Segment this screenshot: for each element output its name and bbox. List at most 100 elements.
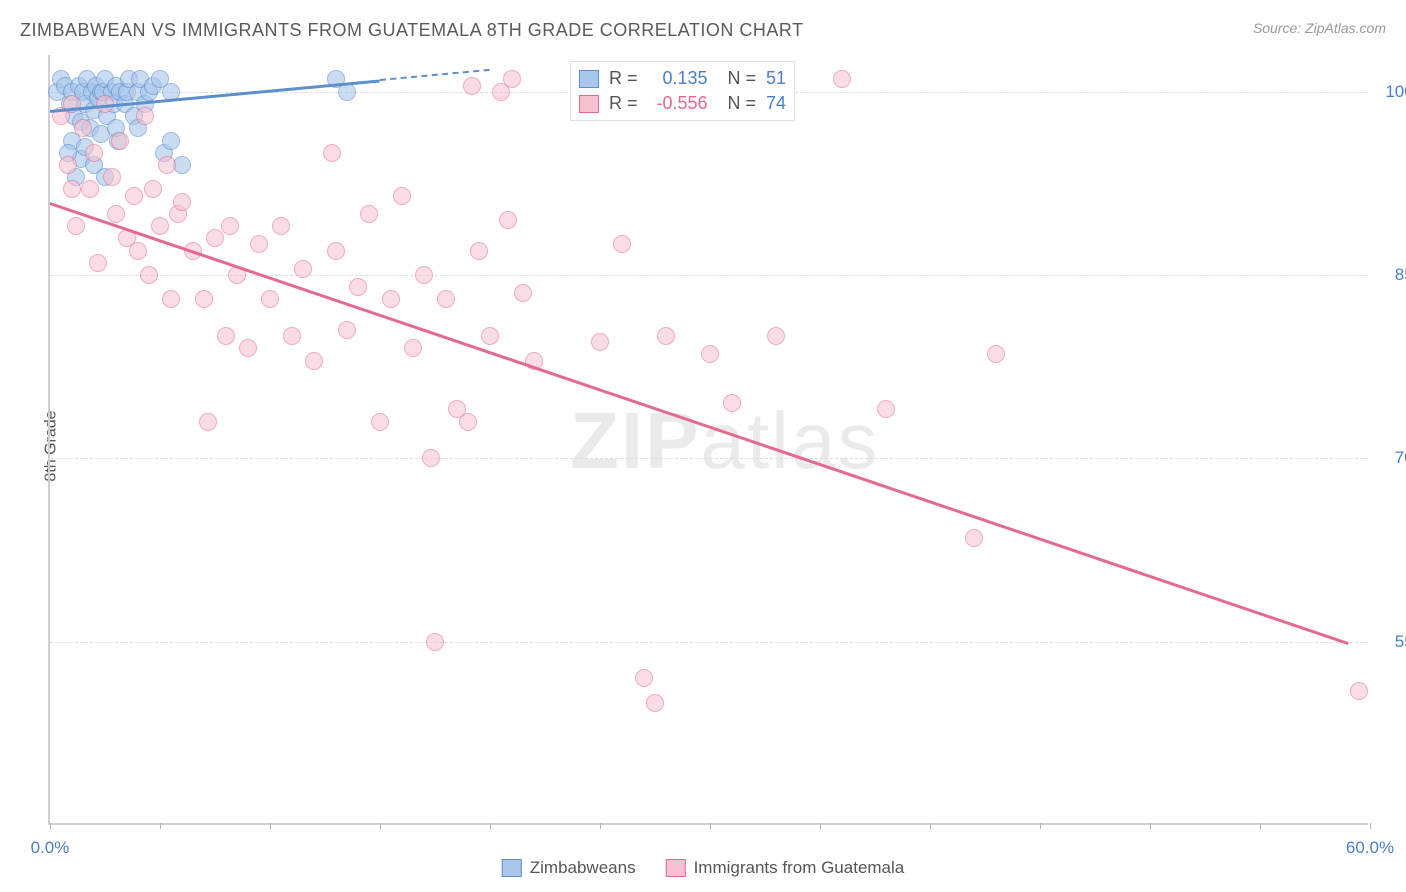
scatter-point	[107, 205, 125, 223]
scatter-plot-area: ZIPatlas 100.0%85.0%70.0%55.0%0.0%60.0%R…	[48, 55, 1368, 825]
scatter-point	[206, 229, 224, 247]
y-tick-label: 55.0%	[1395, 632, 1406, 652]
watermark-bold: ZIP	[570, 396, 700, 485]
n-value: 51	[766, 68, 786, 89]
scatter-point	[426, 633, 444, 651]
scatter-point	[140, 266, 158, 284]
x-tick-mark	[1370, 823, 1371, 829]
scatter-point	[459, 413, 477, 431]
scatter-point	[272, 217, 290, 235]
scatter-point	[463, 77, 481, 95]
scatter-point	[723, 394, 741, 412]
scatter-point	[305, 352, 323, 370]
x-tick-label: 0.0%	[31, 838, 70, 858]
scatter-point	[1350, 682, 1368, 700]
scatter-point	[404, 339, 422, 357]
scatter-point	[349, 278, 367, 296]
scatter-point	[382, 290, 400, 308]
scatter-point	[195, 290, 213, 308]
scatter-point	[514, 284, 532, 302]
n-label: N =	[728, 93, 757, 114]
y-tick-label: 85.0%	[1395, 265, 1406, 285]
scatter-point	[144, 180, 162, 198]
scatter-point	[63, 180, 81, 198]
x-tick-mark	[1150, 823, 1151, 829]
chart-title: ZIMBABWEAN VS IMMIGRANTS FROM GUATEMALA …	[20, 20, 804, 41]
x-tick-mark	[930, 823, 931, 829]
r-value: -0.556	[648, 93, 708, 114]
scatter-point	[503, 70, 521, 88]
scatter-point	[415, 266, 433, 284]
scatter-point	[371, 413, 389, 431]
scatter-point	[338, 321, 356, 339]
legend-swatch	[666, 859, 686, 877]
scatter-point	[74, 119, 92, 137]
stats-legend-row: R = -0.556 N = 74	[579, 91, 786, 116]
scatter-point	[499, 211, 517, 229]
x-tick-mark	[160, 823, 161, 829]
r-label: R =	[609, 68, 638, 89]
n-label: N =	[728, 68, 757, 89]
scatter-point	[646, 694, 664, 712]
stats-legend: R = 0.135 N = 51 R = -0.556 N = 74	[570, 61, 795, 121]
legend-swatch	[579, 70, 599, 88]
scatter-point	[67, 217, 85, 235]
x-tick-mark	[50, 823, 51, 829]
scatter-point	[111, 132, 129, 150]
gridline-h	[50, 642, 1368, 643]
bottom-legend-item: Zimbabweans	[502, 858, 636, 878]
scatter-point	[85, 144, 103, 162]
x-tick-mark	[1040, 823, 1041, 829]
trend-line	[50, 202, 1349, 644]
scatter-point	[103, 168, 121, 186]
legend-swatch	[502, 859, 522, 877]
x-tick-mark	[820, 823, 821, 829]
scatter-point	[221, 217, 239, 235]
scatter-point	[239, 339, 257, 357]
y-tick-label: 70.0%	[1395, 448, 1406, 468]
scatter-point	[136, 107, 154, 125]
x-tick-mark	[1260, 823, 1261, 829]
scatter-point	[767, 327, 785, 345]
scatter-point	[261, 290, 279, 308]
scatter-point	[613, 235, 631, 253]
bottom-legend: ZimbabweansImmigrants from Guatemala	[502, 858, 905, 878]
scatter-point	[327, 242, 345, 260]
scatter-point	[987, 345, 1005, 363]
scatter-point	[635, 669, 653, 687]
scatter-point	[591, 333, 609, 351]
scatter-point	[833, 70, 851, 88]
x-tick-mark	[270, 823, 271, 829]
scatter-point	[59, 156, 77, 174]
scatter-point	[657, 327, 675, 345]
scatter-point	[360, 205, 378, 223]
scatter-point	[250, 235, 268, 253]
r-value: 0.135	[648, 68, 708, 89]
x-tick-mark	[490, 823, 491, 829]
gridline-h	[50, 275, 1368, 276]
source-attrib: Source: ZipAtlas.com	[1253, 20, 1386, 36]
scatter-point	[162, 132, 180, 150]
legend-swatch	[579, 95, 599, 113]
scatter-point	[158, 156, 176, 174]
scatter-point	[162, 290, 180, 308]
scatter-point	[125, 187, 143, 205]
stats-legend-row: R = 0.135 N = 51	[579, 66, 786, 91]
scatter-point	[294, 260, 312, 278]
scatter-point	[965, 529, 983, 547]
n-value: 74	[766, 93, 786, 114]
y-tick-label: 100.0%	[1385, 82, 1406, 102]
r-label: R =	[609, 93, 638, 114]
gridline-h	[50, 458, 1368, 459]
scatter-point	[217, 327, 235, 345]
scatter-point	[151, 217, 169, 235]
scatter-point	[437, 290, 455, 308]
scatter-point	[323, 144, 341, 162]
scatter-point	[470, 242, 488, 260]
x-tick-label: 60.0%	[1346, 838, 1394, 858]
scatter-point	[199, 413, 217, 431]
legend-label: Zimbabweans	[530, 858, 636, 878]
scatter-point	[877, 400, 895, 418]
scatter-point	[283, 327, 301, 345]
x-tick-mark	[600, 823, 601, 829]
